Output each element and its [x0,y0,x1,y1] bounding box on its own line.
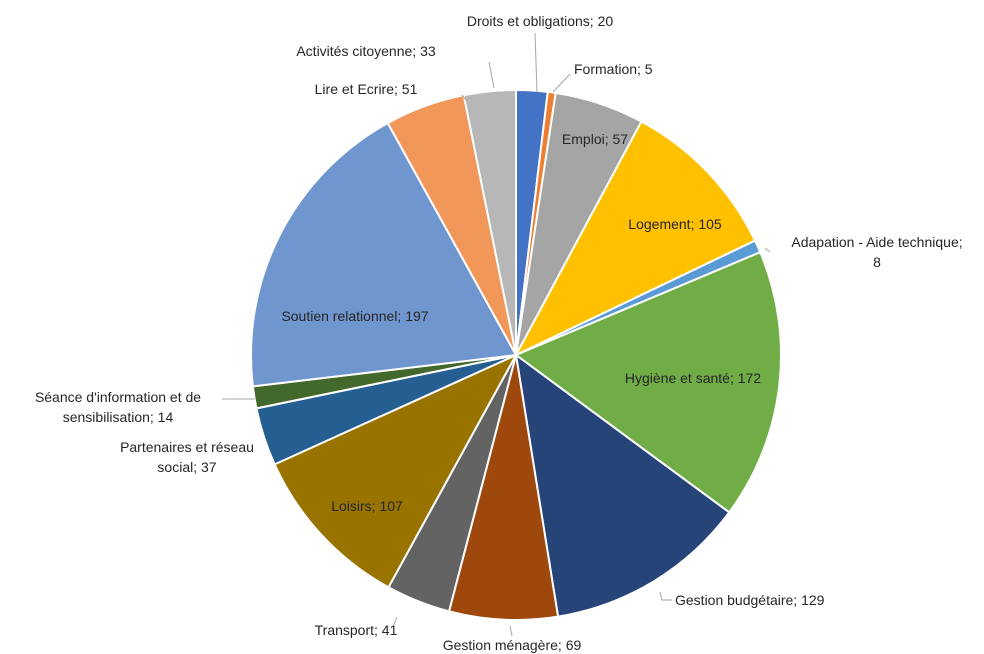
data-label-3: Logement; 105 [628,216,722,232]
leader-line-4 [764,247,771,253]
pie-slice-3 [513,120,757,358]
pie-labels: Droits et obligations; 20 Formation; 5 Emp… [35,13,963,653]
data-label-2: Emploi; 57 [562,131,628,147]
data-label-line: Soutien relationnel; 197 [281,308,428,324]
data-label-10: Partenaires et réseau social; 37 [120,439,254,475]
leader-line-13 [461,94,468,102]
leader-line-1 [552,73,571,93]
data-label-13: Lire et Ecrire; 51 [315,81,418,97]
pie-slice-7 [447,354,560,621]
data-label-line: Adapation - Aide technique; [791,234,962,250]
data-label-line: Séance d'information et de [35,389,201,405]
data-label-0: Droits et obligations; 20 [467,13,614,29]
leader-line-14 [488,61,495,89]
pie-slice-12 [250,121,518,388]
data-label-line: sensibilisation; 14 [63,409,174,425]
pie-slice-6 [514,352,731,618]
data-label-14: Activités citoyenne; 33 [296,43,436,59]
data-label-4: Adapation - Aide technique; 8 [791,234,962,270]
data-label-line: 8 [873,254,881,270]
data-label-line: social; 37 [157,459,216,475]
pie-slice-5 [513,250,782,514]
data-label-line: Lire et Ecrire; 51 [315,81,418,97]
data-label-line: Hygiène et santé; 172 [625,370,761,386]
leader-lines [222,32,771,637]
data-label-line: Transport; 41 [315,622,398,638]
data-label-7: Gestion ménagère; 69 [443,637,582,653]
data-label-9: Loisirs; 107 [331,498,403,514]
data-label-5: Hygiène et santé; 172 [625,370,761,386]
data-label-8: Transport; 41 [315,622,398,638]
data-label-line: Formation; 5 [574,61,653,77]
data-label-line: Loisirs; 107 [331,498,403,514]
leader-line-6 [659,591,672,601]
data-label-line: Droits et obligations; 20 [467,13,614,29]
data-label-line: Gestion ménagère; 69 [443,637,582,653]
pie-slice-9 [273,352,519,589]
data-label-line: Emploi; 57 [562,131,628,147]
pie-slices [250,88,782,621]
data-label-line: Logement; 105 [628,216,722,232]
data-label-11: Séance d'information et de sensibilisatio… [35,389,201,425]
data-label-line: Activités citoyenne; 33 [296,43,436,59]
data-label-line: Partenaires et réseau [120,439,254,455]
data-label-1: Formation; 5 [574,61,653,77]
data-label-12: Soutien relationnel; 197 [281,308,428,324]
leader-line-0 [534,32,538,93]
data-label-6: Gestion budgétaire; 129 [675,592,825,608]
leader-line-8 [392,616,398,628]
pie-slice-14 [462,88,517,356]
leader-line-7 [509,625,513,637]
data-label-line: Gestion budgétaire; 129 [675,592,825,608]
